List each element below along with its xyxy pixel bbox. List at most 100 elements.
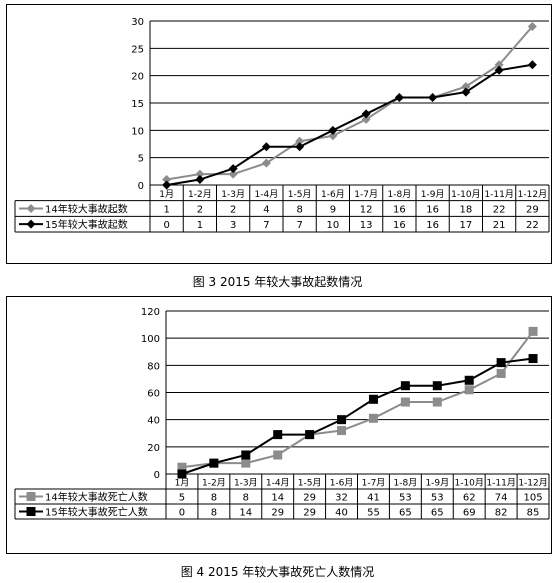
x-tick-label: 1-9月 <box>425 478 449 489</box>
data-point <box>328 131 338 141</box>
x-tick-label: 1-11月 <box>486 478 515 489</box>
data-label: 22 <box>493 205 506 216</box>
data-point <box>496 368 506 378</box>
x-tick-label: 1-6月 <box>321 189 345 200</box>
data-point <box>461 87 471 97</box>
data-label: 32 <box>335 493 348 504</box>
data-label: 1 <box>197 220 203 231</box>
series-line <box>166 63 533 186</box>
data-point <box>195 169 205 179</box>
data-label: 29 <box>526 205 539 216</box>
data-point <box>195 175 205 185</box>
x-tick-label: 1-2月 <box>202 478 226 489</box>
y-tick-label: 15 <box>131 99 144 110</box>
data-label: 29 <box>303 493 316 504</box>
data-label: 65 <box>399 508 412 519</box>
data-point <box>241 450 251 460</box>
data-point <box>295 136 305 146</box>
data-label: 7 <box>296 220 302 231</box>
data-label: 0 <box>179 508 185 519</box>
data-label: 62 <box>463 493 476 504</box>
data-point <box>368 394 378 404</box>
data-label: 13 <box>360 220 373 231</box>
data-point <box>177 462 187 472</box>
data-point <box>496 358 506 368</box>
x-tick-label: 1-4月 <box>255 189 279 200</box>
data-point <box>368 413 378 423</box>
data-label: 9 <box>330 205 336 216</box>
data-label: 53 <box>399 493 412 504</box>
x-tick-label: 1-4月 <box>266 478 290 489</box>
data-point <box>209 458 219 468</box>
y-tick-label: 5 <box>138 154 144 165</box>
data-point <box>432 381 442 391</box>
data-label: 17 <box>460 220 473 231</box>
data-point <box>494 60 504 70</box>
x-tick-label: 1-3月 <box>234 478 258 489</box>
data-label: 0 <box>163 220 169 231</box>
chart-panel-fig3: 0 5 10 15 20 25 30 1月 1-2月 1-3月 1-4月 1-5月 1-6月 1-7月 1-… <box>6 4 552 264</box>
data-label: 41 <box>367 493 380 504</box>
chart-panel-fig4: 0 20 40 60 80 100 120 1月 1-2月 1-3月 1-4月 1-5月 1-6月 1-7… <box>6 296 552 554</box>
data-label: 8 <box>296 205 302 216</box>
data-label: 2 <box>230 205 236 216</box>
data-point <box>273 450 283 460</box>
data-point <box>337 415 347 425</box>
x-tick-label: 1-5月 <box>298 478 322 489</box>
data-label: 12 <box>360 205 373 216</box>
data-label: 16 <box>426 220 439 231</box>
data-label: 8 <box>211 508 217 519</box>
data-label: 16 <box>426 205 439 216</box>
data-point <box>228 169 238 179</box>
data-point <box>528 354 538 364</box>
series-line <box>181 357 534 475</box>
legend-marker <box>26 492 36 501</box>
data-label: 5 <box>179 493 185 504</box>
data-point <box>361 114 371 124</box>
y-tick-label: 0 <box>154 470 160 481</box>
y-tick-label: 20 <box>131 72 144 83</box>
data-point <box>337 426 347 436</box>
legend-label: 14年较大事故起数 <box>45 203 128 216</box>
legend-label: 14年较大事故死亡人数 <box>45 491 148 504</box>
legend-marker <box>26 507 36 516</box>
legend-marker <box>26 204 36 213</box>
data-point <box>305 430 315 440</box>
data-point <box>261 142 271 152</box>
caption-fig4: 图 4 2015 年较大事故死亡人数情况 <box>180 565 375 579</box>
y-tick-label: 20 <box>147 443 160 454</box>
data-label: 2 <box>197 205 203 216</box>
data-point <box>295 142 305 152</box>
x-tick-label: 1-6月 <box>330 478 354 489</box>
y-tick-label: 100 <box>141 334 160 345</box>
x-tick-label: 1-7月 <box>362 478 386 489</box>
y-tick-label: 120 <box>141 307 160 318</box>
data-point <box>228 164 238 174</box>
data-point <box>528 326 538 336</box>
x-tick-label: 1-12月 <box>518 189 547 200</box>
data-label: 74 <box>495 493 508 504</box>
data-point <box>162 175 172 185</box>
data-label: 65 <box>431 508 444 519</box>
data-label: 29 <box>271 508 284 519</box>
data-label: 1 <box>163 205 169 216</box>
series-line <box>181 330 534 469</box>
x-tick-label: 1-2月 <box>188 189 212 200</box>
x-tick-label: 1-7月 <box>354 189 378 200</box>
data-point <box>494 65 504 75</box>
y-tick-label: 10 <box>131 126 144 137</box>
y-tick-label: 30 <box>131 17 144 28</box>
data-label: 7 <box>263 220 269 231</box>
data-label: 82 <box>495 508 508 519</box>
y-tick-label: 60 <box>147 389 160 400</box>
data-point <box>400 397 410 407</box>
data-label: 85 <box>527 508 540 519</box>
data-label: 8 <box>243 493 249 504</box>
data-point <box>432 397 442 407</box>
data-point <box>261 158 271 168</box>
x-tick-label: 1-3月 <box>221 189 245 200</box>
data-point <box>394 93 404 103</box>
data-label: 22 <box>526 220 539 231</box>
